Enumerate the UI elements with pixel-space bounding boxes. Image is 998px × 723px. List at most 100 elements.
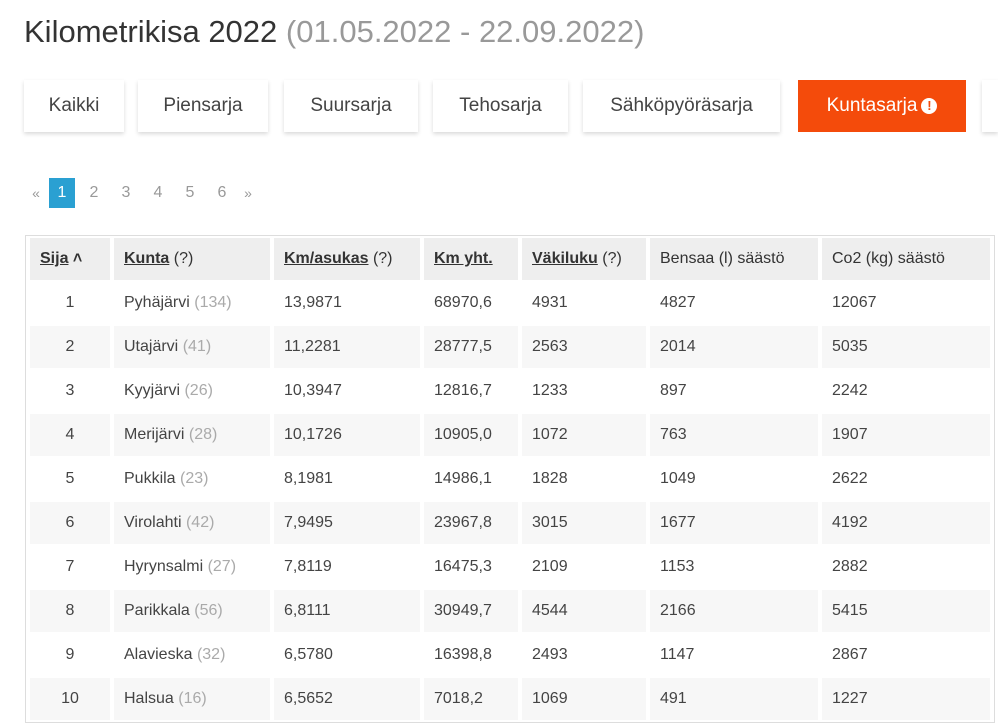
participant-count: (26) [184, 382, 213, 399]
series-tabs: Kaikki Piensarja Suursarja Tehosarja Säh… [0, 80, 998, 132]
tab-kaikki[interactable]: Kaikki [24, 80, 124, 132]
km-asukas-cell: 6,5780 [284, 646, 333, 663]
co2-cell: 2622 [832, 470, 868, 487]
kunta-cell: Merijärvi (28) [114, 414, 270, 456]
km-yht-cell: 16398,8 [434, 646, 492, 663]
rank-cell: 9 [65, 646, 75, 663]
co2-cell: 12067 [832, 294, 877, 311]
chevron-up-icon: ˄ [72, 250, 83, 267]
kunta-name: Utajärvi [124, 338, 179, 355]
header-co2: Co2 (kg) säästö [822, 238, 990, 280]
sort-link[interactable]: Km yht. [434, 250, 493, 267]
km-yht-cell: 10905,0 [424, 414, 518, 456]
co2-cell: 1907 [822, 414, 990, 456]
co2-cell: 5035 [822, 326, 990, 368]
bensaa-cell: 2166 [650, 590, 818, 632]
vakiluku-cell: 3015 [522, 502, 646, 544]
rank-cell: 10 [30, 678, 110, 720]
km-asukas-cell: 11,2281 [274, 326, 420, 368]
participant-count: (23) [180, 470, 209, 487]
page-5-button[interactable]: 5 [185, 184, 195, 201]
header-km-asukas[interactable]: Km/asukas (?) [274, 238, 420, 280]
tab-suursarja[interactable]: Suursarja [284, 80, 418, 132]
tab-more[interactable] [982, 80, 998, 132]
kunta-cell: Virolahti (42) [114, 502, 270, 544]
kunta-name: Merijärvi [124, 426, 185, 443]
co2-cell: 4192 [822, 502, 990, 544]
kunta-cell: Halsua (16) [114, 678, 270, 720]
bensaa-cell: 1147 [660, 646, 695, 663]
participant-count: (27) [207, 558, 237, 575]
vakiluku-cell: 2563 [522, 326, 646, 368]
header-kunta[interactable]: Kunta (?) [114, 238, 270, 280]
exclamation-circle-icon: ! [921, 98, 938, 114]
co2-cell: 5415 [822, 590, 990, 632]
prev-page-button[interactable]: « [32, 185, 40, 201]
help-hint[interactable]: (?) [602, 250, 622, 267]
sort-link[interactable]: Km/asukas [284, 250, 369, 267]
km-yht-cell: 16475,3 [434, 558, 492, 575]
rank-cell: 3 [65, 382, 75, 399]
kunta-cell: Utajärvi (41) [114, 326, 270, 368]
km-asukas-cell: 10,1726 [274, 414, 420, 456]
kunta-name: Pukkila [124, 470, 176, 487]
tab-kuntasarja[interactable]: Kuntasarja! [798, 80, 966, 132]
kunta-name: Alavieska [124, 646, 193, 663]
sort-link[interactable]: Sija [40, 250, 69, 267]
vakiluku-cell: 4544 [522, 590, 646, 632]
tab-sahkopyorasarja[interactable]: Sähköpyöräsarja [583, 80, 780, 132]
kunta-cell: Pyhäjärvi (134) [114, 282, 270, 324]
help-hint[interactable]: (?) [372, 250, 393, 267]
rank-cell: 7 [65, 558, 75, 575]
tab-piensarja[interactable]: Piensarja [138, 80, 268, 132]
kunta-cell: Pukkila (23) [114, 458, 270, 500]
header-km-yht[interactable]: Km yht. [424, 238, 518, 280]
km-asukas-cell: 6,8111 [274, 590, 420, 632]
vakiluku-cell: 1233 [532, 382, 568, 399]
page-3-button[interactable]: 3 [121, 184, 131, 201]
table-row: 9 Alavieska (32) 6,5780 16398,8 2493 114… [30, 634, 990, 676]
header-sija[interactable]: Sija ˄ [30, 238, 110, 280]
sort-link[interactable]: Väkiluku [532, 250, 598, 267]
kunta-name: Virolahti [124, 514, 182, 531]
participant-count: (42) [185, 514, 215, 531]
rank-cell: 2 [30, 326, 110, 368]
page-1-button[interactable]: 1 [49, 178, 75, 208]
next-page-button[interactable]: » [244, 185, 252, 201]
km-yht-cell: 68970,6 [434, 294, 492, 311]
co2-cell: 2882 [832, 558, 868, 575]
page-4-button[interactable]: 4 [153, 184, 163, 201]
km-yht-cell: 30949,7 [424, 590, 518, 632]
title-text: Kilometrikisa 2022 [24, 14, 278, 49]
km-asukas-cell: 10,3947 [284, 382, 342, 399]
bensaa-cell: 763 [650, 414, 818, 456]
header-vakiluku[interactable]: Väkiluku (?) [522, 238, 646, 280]
kunta-name: Kyyjärvi [124, 382, 181, 399]
kunta-name: Pyhäjärvi [124, 294, 190, 311]
date-range: (01.05.2022 - 22.09.2022) [285, 14, 645, 49]
vakiluku-cell: 1828 [532, 470, 568, 487]
km-asukas-cell: 7,8119 [284, 558, 332, 575]
co2-cell: 1227 [822, 678, 990, 720]
co2-cell: 2867 [832, 646, 868, 663]
bensaa-cell: 1677 [650, 502, 818, 544]
help-hint[interactable]: (?) [173, 250, 194, 267]
rank-cell: 1 [65, 294, 75, 311]
table-row: 3 Kyyjärvi (26) 10,3947 12816,7 1233 897… [30, 370, 990, 412]
table-row: 1 Pyhäjärvi (134) 13,9871 68970,6 4931 4… [30, 282, 990, 324]
table-row: 4 Merijärvi (28) 10,1726 10905,0 1072 76… [30, 414, 990, 456]
co2-cell: 2242 [832, 382, 868, 399]
km-asukas-cell: 6,5652 [274, 678, 420, 720]
bensaa-cell: 2014 [650, 326, 818, 368]
vakiluku-cell: 1069 [522, 678, 646, 720]
tab-tehosarja[interactable]: Tehosarja [433, 80, 568, 132]
participant-count: (134) [194, 294, 232, 311]
kunta-name: Halsua [124, 690, 174, 707]
table-row: 6 Virolahti (42) 7,9495 23967,8 3015 167… [30, 502, 990, 544]
km-yht-cell: 12816,7 [434, 382, 492, 399]
vakiluku-cell: 2493 [532, 646, 568, 663]
bensaa-cell: 897 [660, 382, 687, 399]
sort-link[interactable]: Kunta [124, 250, 170, 267]
page-6-button[interactable]: 6 [217, 184, 227, 201]
page-2-button[interactable]: 2 [89, 184, 99, 201]
